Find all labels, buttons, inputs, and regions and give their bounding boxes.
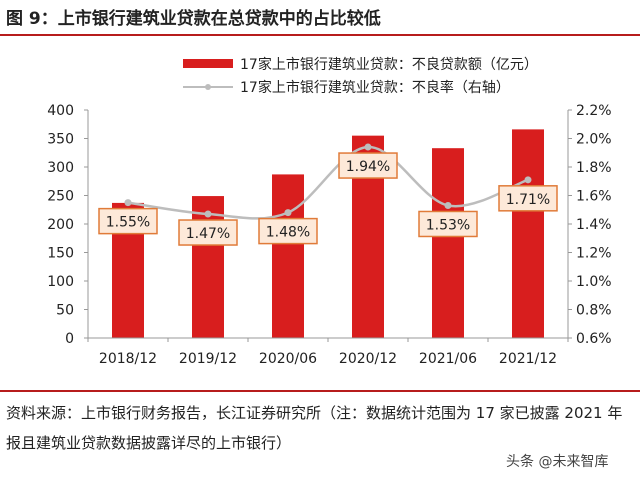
ratio-label-box bbox=[178, 219, 238, 246]
ratio-label: 1.47% bbox=[186, 226, 230, 242]
right-tick-label: 1.6% bbox=[576, 189, 612, 205]
ratio-point-2018-12 bbox=[124, 199, 132, 207]
chart-title: 图 9：上市银行建筑业贷款在总贷款中的占比较低 bbox=[6, 9, 381, 29]
ratio-line bbox=[127, 145, 529, 220]
x-tick-label: 2020/06 bbox=[259, 351, 317, 367]
x-tick-label: 2021/12 bbox=[499, 351, 557, 367]
ratio-point-2021-06 bbox=[444, 201, 452, 209]
left-tick-label: 200 bbox=[47, 217, 74, 233]
right-tick-label: 1.4% bbox=[576, 217, 612, 233]
bar-series bbox=[112, 129, 544, 338]
right-tick-label: 1.0% bbox=[576, 274, 612, 290]
x-tick-label: 2021/06 bbox=[419, 351, 477, 367]
ratio-label-box bbox=[98, 207, 158, 235]
ratio-label-box bbox=[338, 152, 398, 179]
legend-swatch-bar bbox=[183, 59, 233, 68]
ratio-label: 1.48% bbox=[266, 225, 310, 241]
ratio-label: 1.94% bbox=[346, 159, 390, 175]
title-divider bbox=[0, 34, 640, 36]
right-tick-label: 2.2% bbox=[576, 103, 612, 119]
ratio-point-2019-12 bbox=[204, 210, 212, 218]
right-tick-label: 0.8% bbox=[576, 303, 612, 319]
ratio-label: 1.53% bbox=[426, 217, 470, 233]
x-tick-label: 2019/12 bbox=[179, 351, 237, 367]
left-tick-label: 350 bbox=[47, 132, 74, 148]
ratio-point-2021-12 bbox=[524, 176, 532, 184]
chart: 17家上市银行建筑业贷款：不良贷款额（亿元） 17家上市银行建筑业贷款：不良率（右… bbox=[47, 56, 612, 367]
line-series bbox=[124, 143, 532, 220]
legend: 17家上市银行建筑业贷款：不良贷款额（亿元） 17家上市银行建筑业贷款：不良率（右… bbox=[183, 56, 538, 96]
footer-divider bbox=[0, 390, 640, 392]
x-tick-label: 2020/12 bbox=[339, 351, 397, 367]
bar-2021-12 bbox=[512, 129, 544, 338]
bar-2020-06 bbox=[272, 174, 304, 338]
right-tick-label: 2.0% bbox=[576, 132, 612, 148]
right-axis: 0.6% 0.8% 1.0% 1.2% 1.4% 1.6% 1.8% 2.0% 2.2% bbox=[567, 103, 612, 347]
legend-marker-line bbox=[205, 84, 211, 90]
left-axis: 0 50 100 150 200 250 300 350 400 bbox=[47, 103, 89, 347]
left-tick-label: 300 bbox=[47, 160, 74, 176]
left-tick-label: 250 bbox=[47, 189, 74, 205]
right-tick-label: 1.8% bbox=[576, 160, 612, 176]
source-note: 资料来源：上市银行财务报告，长江证券研究所（注：数据统计范围为 17 家已披露 … bbox=[6, 404, 623, 452]
legend-label-line: 17家上市银行建筑业贷款：不良率（右轴） bbox=[240, 79, 510, 96]
data-labels: 1.55% 1.47% 1.48% 1.94% 1.53% 1.71% bbox=[98, 152, 558, 246]
legend-label-bar: 17家上市银行建筑业贷款：不良贷款额（亿元） bbox=[240, 56, 538, 73]
x-axis: 2018/12 2019/12 2020/06 2020/12 2021/06 2021/… bbox=[87, 337, 569, 367]
watermark: 头条 @未来智库 bbox=[506, 454, 609, 470]
ratio-label: 1.55% bbox=[106, 215, 150, 231]
right-tick-label: 0.6% bbox=[576, 331, 612, 347]
left-tick-label: 150 bbox=[47, 246, 74, 262]
ratio-label-box bbox=[258, 217, 318, 245]
left-tick-label: 50 bbox=[56, 303, 74, 319]
right-tick-label: 1.2% bbox=[576, 246, 612, 262]
ratio-label: 1.71% bbox=[506, 192, 550, 208]
bar-2021-06 bbox=[432, 148, 464, 338]
ratio-point-2020-06 bbox=[284, 209, 292, 217]
ratio-label-box bbox=[498, 185, 558, 212]
ratio-label-box bbox=[418, 210, 478, 238]
x-tick-label: 2018/12 bbox=[99, 351, 157, 367]
left-tick-label: 0 bbox=[65, 331, 74, 347]
ratio-point-2020-12 bbox=[364, 143, 372, 151]
left-tick-label: 400 bbox=[47, 103, 74, 119]
left-tick-label: 100 bbox=[47, 274, 74, 290]
